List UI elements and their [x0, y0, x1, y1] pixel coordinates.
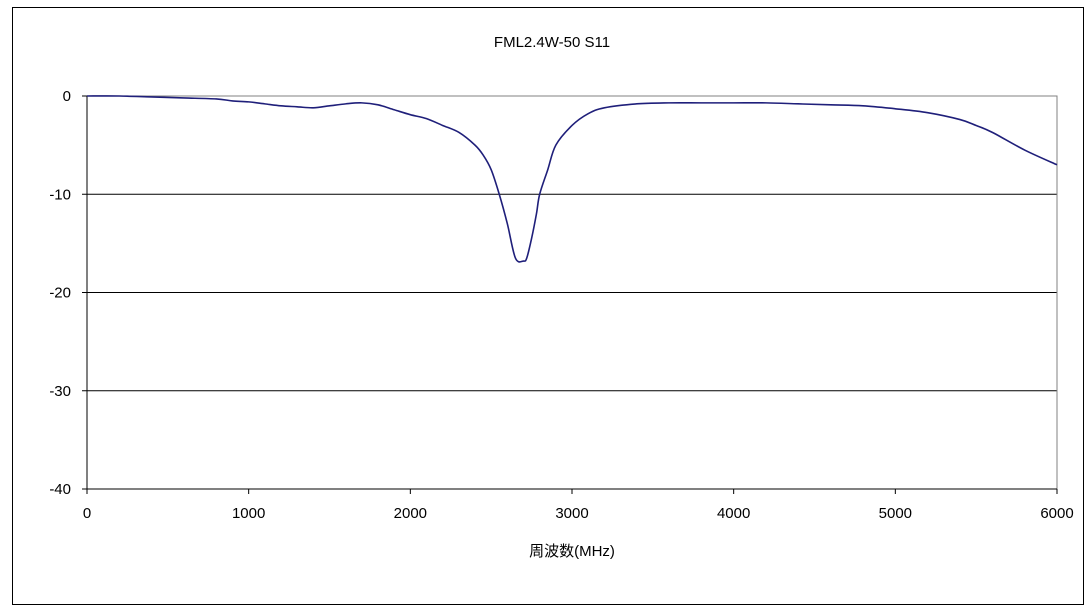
x-tick-label: 3000 — [555, 505, 588, 522]
x-tick-labels: 0 1000 2000 3000 4000 5000 6000 — [83, 505, 1074, 522]
y-tick-label: -20 — [49, 285, 71, 302]
x-axis-label: 周波数(MHz) — [529, 543, 615, 560]
x-tick-label: 6000 — [1040, 505, 1073, 522]
x-tick-label: 2000 — [394, 505, 427, 522]
y-tick-labels: 0 -10 -20 -30 -40 — [49, 88, 71, 498]
chart-frame — [12, 7, 1084, 605]
x-tick-label: 4000 — [717, 505, 750, 522]
axes — [82, 95, 1058, 494]
x-tick-label: 1000 — [232, 505, 265, 522]
series-line — [86, 95, 1058, 263]
series-group — [86, 95, 1058, 263]
chart-title: FML2.4W-50 S11 — [494, 34, 610, 51]
y-tick-label: -10 — [49, 186, 71, 203]
grid-lines — [87, 193, 1057, 392]
x-tick-label: 5000 — [879, 505, 912, 522]
y-tick-label: 0 — [63, 88, 71, 105]
x-tick-label: 0 — [83, 505, 91, 522]
y-tick-label: -30 — [49, 383, 71, 400]
y-tick-label: -40 — [49, 481, 71, 498]
